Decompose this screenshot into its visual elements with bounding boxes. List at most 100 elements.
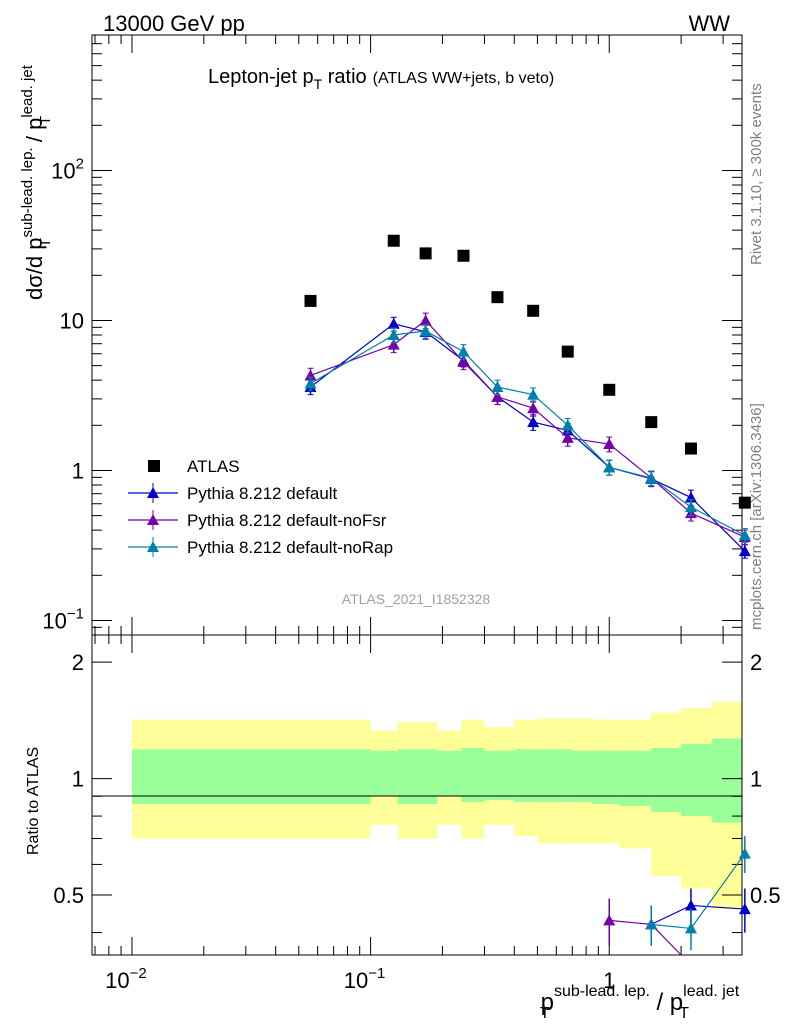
- x-axis-label-sup1: sub-lead. lep.: [554, 983, 650, 1000]
- y-axis-label-text: dσ/d p: [22, 237, 47, 300]
- mc-data-point: [304, 369, 317, 381]
- rivet-label: Rivet 3.1.10, ≥ 300k events: [748, 83, 765, 265]
- process-label: WW: [688, 11, 730, 36]
- legend-marker-atlas: [148, 460, 160, 472]
- x-axis-label-sup2: lead. jet: [683, 983, 740, 1000]
- y-axis-label-mid: / p: [22, 118, 47, 149]
- y-axis-label-sub2: T: [37, 116, 54, 125]
- x-tick-label: 10−2: [105, 965, 147, 993]
- y-tick-label-exp: −1: [67, 605, 84, 622]
- y-tick-label-base: 10: [42, 608, 66, 633]
- mc-series-line: [310, 319, 746, 538]
- atlas-data-point: [561, 345, 574, 358]
- mc-data-point: [603, 461, 616, 473]
- mcplots-label: mcplots.cern.ch [arXiv:1306.3436]: [748, 403, 765, 630]
- ratio-tick-label-right: 1: [750, 767, 762, 792]
- legend-marker: [147, 514, 159, 525]
- plot-title: Lepton-jet pT ratio (ATLAS WW+jets, b vet…: [208, 66, 554, 92]
- mc-data-point: [387, 329, 400, 340]
- ratio-series-line: [609, 919, 682, 956]
- y-tick-label-exp: 2: [76, 155, 84, 172]
- ratio-inner-band: [461, 747, 485, 802]
- ratio-inner-band: [681, 743, 713, 817]
- ratio-inner-band: [437, 750, 462, 797]
- ratio-inner-band: [712, 738, 742, 823]
- atlas-data-point: [645, 416, 658, 429]
- ratio-inner-band: [619, 750, 652, 806]
- y-tick-label-base: 10: [51, 158, 75, 183]
- legend-marker: [147, 541, 159, 552]
- x-axis-label: psub-lead. lep. T / plead. jet T: [540, 983, 740, 1022]
- mc-data-point: [738, 529, 751, 541]
- ratio-inner-band: [514, 749, 538, 802]
- ratio-uncertainty-bands: [131, 701, 742, 910]
- plot-title-detail: (ATLAS WW+jets, b veto): [373, 70, 555, 87]
- mc-data-point: [387, 338, 400, 350]
- x-tick-label-exp: −1: [368, 965, 385, 982]
- ratio-inner-band: [572, 750, 593, 802]
- mc-data-point: [527, 402, 540, 414]
- y-axis-label-sup2: lead. jet: [19, 64, 36, 117]
- y-tick-label: 10: [60, 308, 84, 333]
- x-axis-label-sub2: T: [679, 1005, 689, 1022]
- y-axis-label-sup: sub-lead. lep.: [19, 147, 36, 237]
- atlas-data-point: [491, 291, 504, 304]
- mc-data-point: [304, 377, 317, 389]
- atlas-data-point: [603, 383, 616, 396]
- mc-data-point: [387, 317, 400, 329]
- x-tick-label-base: 10: [105, 968, 129, 993]
- y-tick-label: 102: [51, 155, 84, 183]
- main-data-series: [304, 234, 751, 559]
- mc-data-point: [603, 438, 616, 450]
- atlas-data-point: [527, 304, 540, 317]
- x-tick-label-base: 10: [344, 968, 368, 993]
- mc-data-point: [491, 390, 504, 402]
- x-axis-label-sub1: T: [540, 1005, 550, 1022]
- ratio-tick-label-left: 0.5: [53, 883, 84, 908]
- y-tick-label-base: 1: [72, 458, 84, 483]
- plot-title-sub: T: [314, 76, 323, 92]
- ratio-inner-band: [397, 749, 438, 804]
- ratio-inner-band: [131, 749, 371, 804]
- mc-data-point: [561, 431, 574, 443]
- mc-data-point: [527, 416, 540, 428]
- mc-data-point: [645, 472, 658, 484]
- atlas-data-point: [684, 442, 697, 455]
- plot-title-main: Lepton-jet p: [208, 66, 314, 88]
- ratio-data-point: [684, 899, 697, 911]
- y-axis-label: dσ/d psub-lead. lep.T / plead. jetT: [19, 64, 54, 300]
- y-tick-label: 1: [72, 458, 84, 483]
- legend-label: Pythia 8.212 default-noFsr: [187, 511, 387, 530]
- ratio-tick-label-right: 0.5: [750, 883, 781, 908]
- atlas-data-point: [738, 496, 751, 509]
- ratio-data-series: [603, 836, 751, 956]
- x-tick-label-exp: −2: [130, 965, 147, 982]
- ratio-data-point: [738, 903, 751, 915]
- mc-data-point: [491, 381, 504, 393]
- ratio-data-point: [684, 922, 697, 934]
- mc-data-point: [457, 355, 470, 367]
- mc-data-point: [419, 325, 432, 337]
- legend-marker: [147, 487, 159, 498]
- ratio-inner-band: [370, 750, 398, 797]
- mc-series-line: [310, 330, 746, 536]
- legend: ATLAS Pythia 8.212 default Pythia 8.212 de…: [128, 457, 393, 557]
- plot-title-tail: ratio: [322, 66, 366, 88]
- mc-data-point: [457, 345, 470, 357]
- energy-label: 13000 GeV pp: [103, 11, 245, 36]
- x-axis-label-mid: / p: [650, 989, 683, 1016]
- legend-label: ATLAS: [187, 457, 240, 476]
- y-axis-label-sub: T: [37, 238, 54, 247]
- y-tick-label-base: 10: [60, 308, 84, 333]
- ratio-tick-label-right: 2: [750, 650, 762, 675]
- ratio-inner-band: [651, 747, 682, 812]
- ratio-y-axis-label: Ratio to ATLAS: [25, 747, 42, 855]
- ratio-tick-label-left: 1: [72, 767, 84, 792]
- x-tick-label-base: 1: [603, 968, 615, 993]
- x-tick-label: 1: [603, 968, 615, 993]
- ratio-inner-band: [537, 749, 573, 802]
- ratio-inner-band: [592, 750, 620, 804]
- ratio-data-point: [738, 847, 751, 859]
